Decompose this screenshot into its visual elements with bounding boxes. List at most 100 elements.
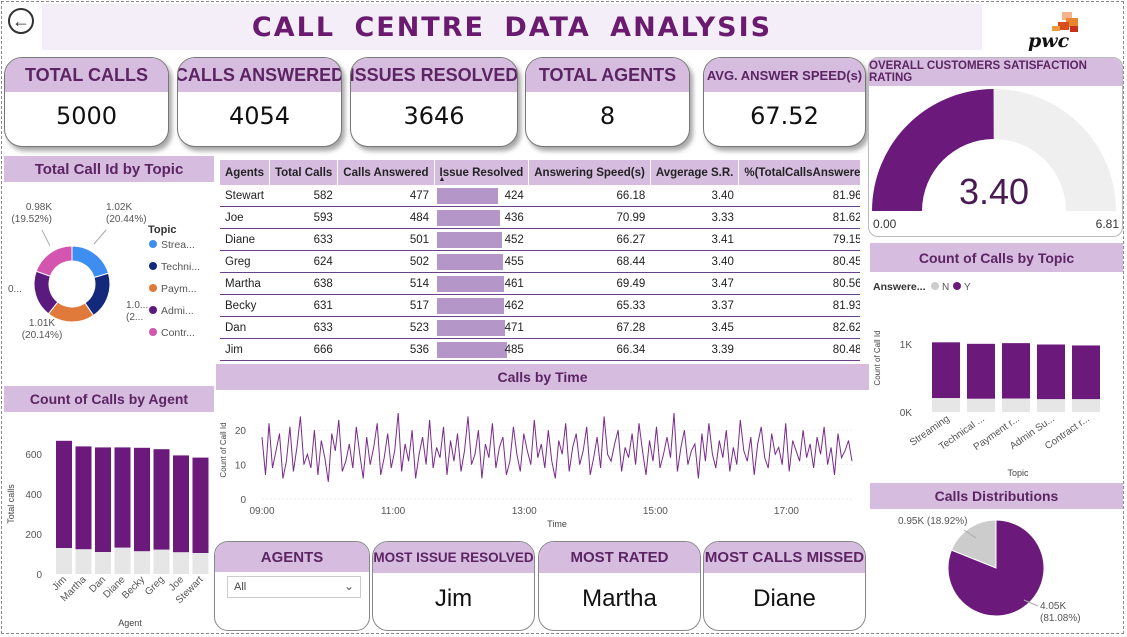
table-cell: 3.40: [650, 185, 739, 207]
col-calls-answered[interactable]: Calls Answered: [337, 160, 435, 185]
donut-slice-1[interactable]: [71, 245, 110, 279]
table-cell: 65.33: [528, 294, 651, 317]
bar-unanswered-diane[interactable]: [114, 547, 131, 574]
card-label: MOST ISSUE RESOLVED: [373, 542, 534, 573]
topic-bar-n-5[interactable]: [1072, 399, 1100, 412]
x-tick-label: 11:00: [381, 506, 406, 517]
legend-dot-icon: [149, 284, 157, 292]
col-total-calls[interactable]: Total Calls: [269, 160, 339, 185]
topic-bar-n-1[interactable]: [932, 398, 960, 412]
col-pct-answered[interactable]: %(TotalCallsAnswered): [738, 160, 860, 185]
pie-slice-y[interactable]: [947, 519, 1045, 617]
table-cell: 461: [434, 272, 529, 295]
kpi-issues-resolved: ISSUES RESOLVED 3646: [350, 57, 518, 147]
bar-answered-martha[interactable]: [75, 446, 92, 550]
data-label-line: (19.52%): [11, 214, 52, 225]
bar-answered-becky[interactable]: [134, 447, 150, 552]
pie-slice-n[interactable]: [950, 519, 997, 569]
col-issue-resolved[interactable]: Issue Resolved ▲: [434, 160, 530, 185]
chevron-down-icon[interactable]: ⌄: [343, 579, 354, 593]
x-axis-title: Topic: [1007, 468, 1029, 478]
table-cell: 582: [269, 185, 338, 207]
y-tick-label: 0: [240, 495, 246, 506]
bar-unanswered-jim[interactable]: [56, 548, 72, 574]
topic-bar-n-3[interactable]: [1002, 398, 1030, 413]
kpi-label: CALLS ANSWERED: [178, 58, 341, 92]
bar-unanswered-martha[interactable]: [75, 549, 92, 574]
topic-bar-y-5[interactable]: [1072, 345, 1100, 400]
table-cell: 3.33: [650, 206, 739, 229]
agent-table[interactable]: Agents Total Calls Calls Answered Issue …: [220, 160, 860, 361]
kpi-avg-answer-speed: AVG. ANSWER SPEED(s) 67.52: [703, 57, 866, 147]
data-label-line: (20.44%): [106, 214, 147, 225]
table-cell: 81.93%: [738, 294, 860, 317]
bar-unanswered-becky[interactable]: [134, 551, 150, 574]
col-average-sr[interactable]: Avgerage S.R.: [650, 160, 740, 185]
bar-answered-diane[interactable]: [114, 447, 131, 548]
calls-distribution-pie[interactable]: 0.95K (18.92%) 4.05K (81.08%): [868, 510, 1124, 634]
leader-line: [93, 229, 107, 245]
table-cell: 633: [269, 316, 338, 339]
table-cell: Martha: [220, 272, 270, 295]
topic-bar-y-4[interactable]: [1037, 344, 1065, 400]
topic-bar-y-2[interactable]: [967, 343, 995, 399]
y-tick-label: 20: [235, 426, 247, 437]
gauge-value-label: 3.40: [959, 171, 1029, 212]
card-value: Martha: [582, 585, 657, 612]
x-tick-label: Becky: [120, 574, 147, 601]
legend-item-4: Admi...: [161, 305, 194, 317]
bar-answered-jim[interactable]: [56, 440, 72, 548]
issue-resolved-bar: [437, 254, 503, 270]
kpi-value: 8: [599, 102, 616, 130]
bar-answered-dan[interactable]: [95, 447, 111, 552]
bar-answered-greg[interactable]: [153, 449, 170, 550]
issue-resolved-value: 471: [504, 321, 524, 334]
table-cell: 471: [434, 316, 529, 339]
card-label: MOST RATED: [539, 542, 700, 573]
col-answering-speed[interactable]: Answering Speed(s): [528, 160, 651, 185]
table-cell: 80.45%: [738, 250, 860, 273]
topic-bar-n-4[interactable]: [1037, 399, 1065, 412]
topic-bar-y-3[interactable]: [1002, 343, 1030, 399]
card-label: MOST CALLS MISSED: [704, 542, 865, 573]
issue-resolved-bar: [437, 232, 503, 248]
table-cell: 502: [337, 250, 435, 273]
topic-donut-chart[interactable]: 1.02K (20.44%) 0.98K (19.52%) 0... 1.0... (2..…: [2, 186, 214, 376]
agents-dropdown[interactable]: All ⌄: [227, 576, 361, 598]
calls-time-series-line[interactable]: [261, 412, 853, 482]
col-agents[interactable]: Agents: [220, 160, 270, 185]
table-cell: 523: [337, 316, 435, 339]
bar-unanswered-joe[interactable]: [173, 552, 189, 574]
x-tick-label: 13:00: [512, 506, 537, 517]
leader-line: [41, 229, 51, 247]
legend-dot-icon: [931, 282, 939, 290]
bar-unanswered-stewart[interactable]: [192, 553, 209, 574]
dist-pie-title: Calls Distributions: [870, 483, 1123, 509]
bar-unanswered-dan[interactable]: [95, 552, 111, 574]
bar-answered-stewart[interactable]: [192, 457, 209, 553]
topic-bar-y-1[interactable]: [932, 342, 960, 399]
data-label-line: 1.01K: [29, 318, 55, 329]
satisfaction-gauge[interactable]: 3.40 0.00 6.81: [869, 86, 1122, 236]
topic-bar-n-2[interactable]: [967, 398, 995, 412]
bar-unanswered-greg[interactable]: [153, 549, 170, 574]
table-cell: 452: [434, 228, 529, 251]
bar-answered-joe[interactable]: [173, 455, 189, 553]
sort-ascending-icon[interactable]: ▲: [438, 176, 446, 183]
issue-resolved-bar: [437, 342, 508, 358]
calls-by-time-chart[interactable]: 0 10 20 09:00 11:00 13:00 15:00 17:00 Time Count …: [214, 392, 864, 534]
back-arrow-icon[interactable]: ←: [8, 8, 34, 34]
gauge-value-arc: [872, 89, 994, 211]
table-cell: 66.27: [528, 228, 651, 251]
donut-slice-5[interactable]: [35, 245, 73, 277]
